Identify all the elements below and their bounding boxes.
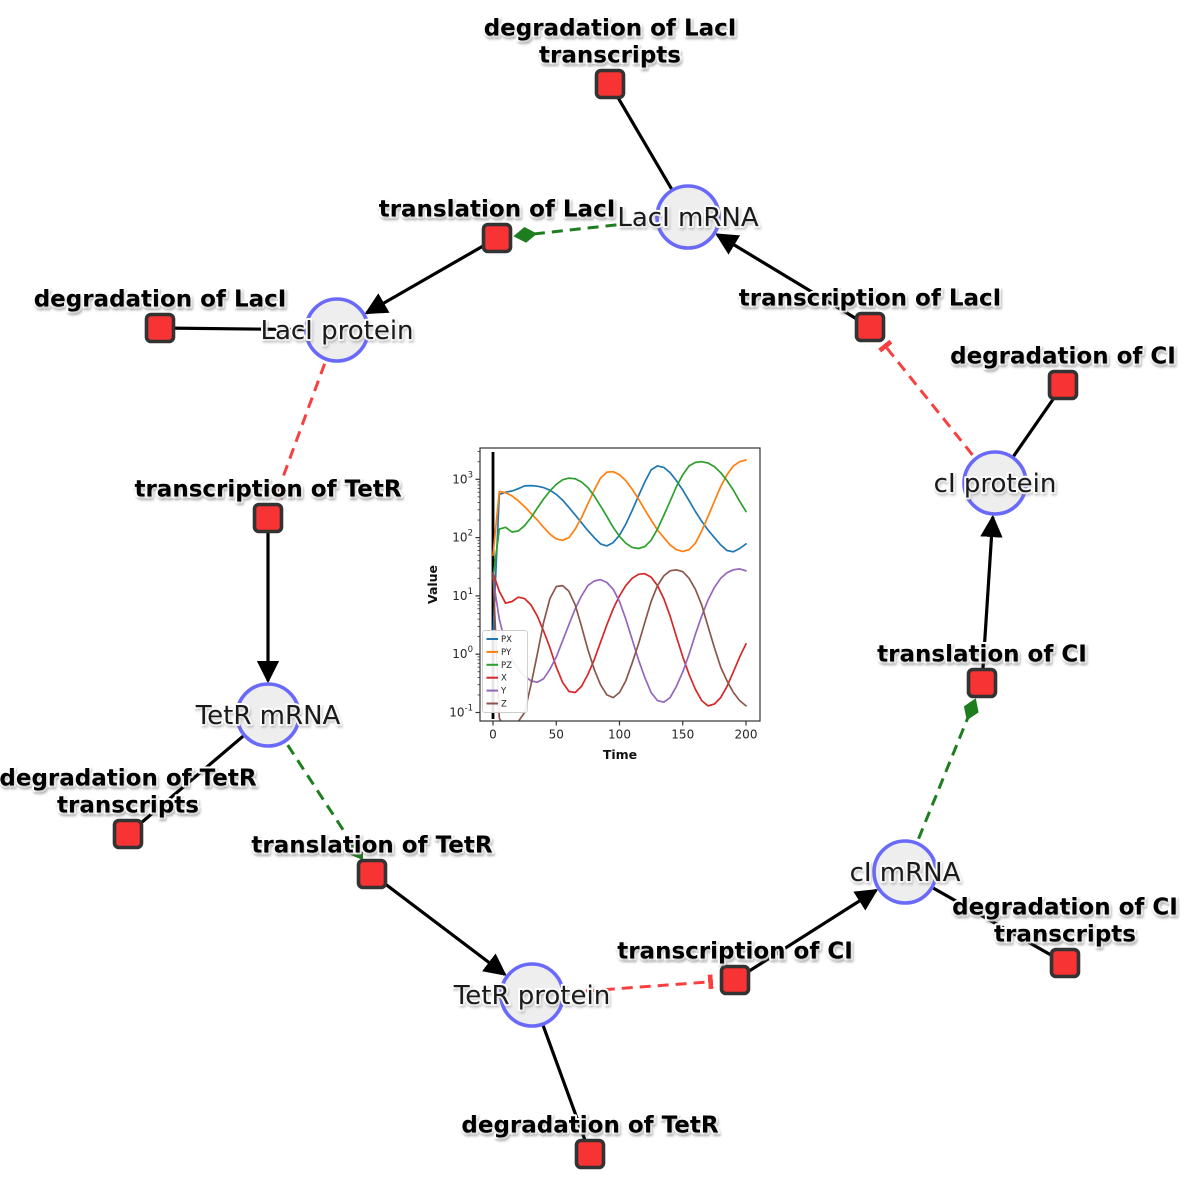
y-tick-label: 101 bbox=[452, 587, 473, 603]
legend-label-PX: PX bbox=[501, 635, 512, 645]
species-node-tetr-mrna[interactable] bbox=[235, 682, 301, 748]
chart-series-PX bbox=[492, 465, 747, 638]
reaction-label-degradation-laci-line0: degradation of LacI bbox=[34, 287, 287, 313]
reaction-label-translation-tetr-line0: translation of TetR bbox=[251, 833, 492, 859]
inset-chart: 0 50 100 150 20010-1100101102103TimeValuePXP… bbox=[425, 447, 761, 762]
species-node-ci-protein[interactable] bbox=[962, 450, 1028, 516]
x-tick-label: 200 bbox=[735, 728, 758, 742]
reaction-label-transcription-tetr-line0: transcription of TetR bbox=[134, 477, 401, 503]
edge-translation-ci-to-ci-protein bbox=[980, 514, 1003, 684]
chart-ylabel: Value bbox=[425, 565, 440, 604]
x-tick-label: 50 bbox=[549, 728, 564, 742]
reaction-node-translation-laci[interactable] bbox=[481, 222, 513, 254]
species-label-ci-mrna: cI mRNA bbox=[850, 858, 961, 888]
species-node-laci-protein[interactable] bbox=[304, 297, 370, 363]
reaction-node-degradation-ci[interactable] bbox=[1047, 369, 1079, 401]
reaction-label-degradation-ci-transcripts-line1: transcripts bbox=[994, 922, 1136, 948]
reaction-node-transcription-tetr[interactable] bbox=[252, 502, 284, 534]
reaction-node-degradation-laci[interactable] bbox=[144, 312, 176, 344]
legend-label-PY: PY bbox=[501, 648, 512, 658]
chart-series-PY bbox=[492, 459, 747, 557]
reactions-layer bbox=[112, 68, 1081, 1170]
legend-label-X: X bbox=[501, 674, 507, 684]
reaction-label-degradation-tetr-line0: degradation of TetR bbox=[461, 1113, 718, 1139]
reaction-label-transcription-laci-line0: transcription of LacI bbox=[739, 286, 1002, 312]
legend-label-Z: Z bbox=[501, 700, 507, 710]
edge-translation-tetr-to-tetr-protein bbox=[371, 872, 507, 976]
reaction-node-translation-tetr[interactable] bbox=[356, 858, 388, 890]
species-label-ci-protein: cI protein bbox=[934, 469, 1057, 499]
species-node-laci-mrna[interactable] bbox=[655, 184, 721, 250]
chart-legend: PX PY PZ XYZ bbox=[482, 630, 528, 713]
edge-laci-protein-to-transcription-tetr bbox=[268, 329, 339, 500]
y-tick-label: 103 bbox=[452, 470, 473, 486]
species-label-laci-protein: LacI protein bbox=[260, 316, 413, 346]
x-tick-label: 100 bbox=[608, 728, 631, 742]
x-tick-label: 150 bbox=[671, 728, 694, 742]
reaction-node-transcription-laci[interactable] bbox=[854, 311, 886, 343]
chart-series-layer bbox=[492, 459, 747, 721]
reaction-node-degradation-tetr[interactable] bbox=[574, 1138, 606, 1170]
chart-series-PZ bbox=[492, 460, 747, 580]
edge-ci-mrna-to-translation-ci bbox=[903, 698, 979, 873]
legend-label-PZ: PZ bbox=[501, 661, 512, 671]
edge-translation-laci-to-laci-protein bbox=[364, 236, 498, 315]
reaction-node-degradation-laci-transcripts[interactable] bbox=[594, 68, 626, 100]
species-node-tetr-protein[interactable] bbox=[499, 962, 565, 1028]
reaction-label-degradation-tetr-transcripts-line1: transcripts bbox=[57, 793, 199, 819]
reaction-label-degradation-ci-transcripts-line0: degradation of CI bbox=[952, 895, 1178, 921]
reaction-label-degradation-laci-transcripts-line0: degradation of LacI bbox=[484, 16, 737, 42]
y-tick-label: 10-1 bbox=[449, 704, 473, 720]
edge-transcription-ci-to-ci-mrna bbox=[734, 888, 879, 982]
edge-ci-protein-to-transcription-laci bbox=[878, 339, 997, 484]
reaction-label-translation-laci-line0: translation of LacI bbox=[379, 197, 616, 223]
species-layer bbox=[235, 184, 1028, 1028]
reaction-label-translation-ci-line0: translation of CI bbox=[877, 642, 1087, 668]
chart-series-X bbox=[492, 571, 747, 707]
chart-series-Z bbox=[492, 568, 747, 721]
reaction-node-translation-ci[interactable] bbox=[966, 667, 998, 699]
reaction-node-degradation-tetr-transcripts[interactable] bbox=[112, 818, 144, 850]
edge-tetr-protein-to-transcription-ci bbox=[531, 974, 714, 997]
legend-label-Y: Y bbox=[500, 687, 507, 697]
reaction-label-degradation-ci-line0: degradation of CI bbox=[950, 344, 1176, 370]
labels-layer: degradation of LacItranscriptstranslatio… bbox=[0, 14, 1180, 1141]
species-label-tetr-mrna: TetR mRNA bbox=[195, 701, 341, 731]
reaction-node-degradation-ci-transcripts[interactable] bbox=[1049, 947, 1081, 979]
reaction-node-transcription-ci[interactable] bbox=[719, 964, 751, 996]
edge-transcription-laci-to-laci-mrna bbox=[715, 233, 871, 329]
reaction-label-transcription-ci-line0: transcription of CI bbox=[617, 939, 853, 965]
species-label-tetr-protein: TetR protein bbox=[453, 981, 610, 1011]
reaction-label-degradation-laci-transcripts-line1: transcripts bbox=[539, 43, 681, 69]
chart-xlabel: Time bbox=[603, 747, 637, 762]
y-tick-label: 102 bbox=[452, 529, 473, 545]
y-tick-label: 100 bbox=[452, 645, 473, 661]
reaction-label-degradation-tetr-transcripts-line0: degradation of TetR bbox=[0, 766, 257, 792]
species-node-ci-mrna[interactable] bbox=[872, 839, 938, 905]
species-label-laci-mrna: LacI mRNA bbox=[617, 203, 758, 233]
x-tick-label: 0 bbox=[489, 728, 497, 742]
